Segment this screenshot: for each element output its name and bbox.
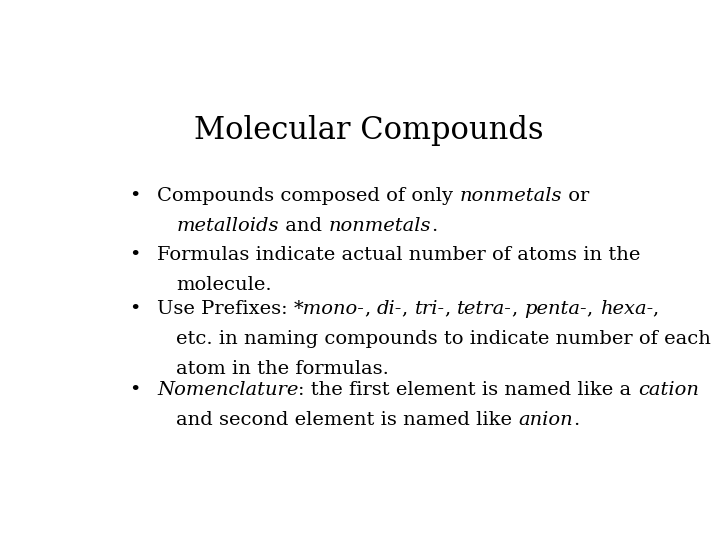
Text: tetra-: tetra- (457, 300, 512, 318)
Text: nonmetals: nonmetals (459, 187, 562, 205)
Text: Use Prefixes:: Use Prefixes: (157, 300, 294, 318)
Text: cation: cation (638, 381, 698, 399)
Text: ,: , (402, 300, 415, 318)
Text: atom in the formulas.: atom in the formulas. (176, 360, 390, 377)
Text: ,: , (653, 300, 659, 318)
Text: Formulas indicate actual number of atoms in the: Formulas indicate actual number of atoms… (157, 246, 640, 264)
Text: .: . (573, 411, 580, 429)
Text: •: • (129, 187, 140, 205)
Text: Nomenclature: Nomenclature (157, 381, 298, 399)
Text: •: • (129, 246, 140, 264)
Text: Compounds composed of only: Compounds composed of only (157, 187, 459, 205)
Text: ,: , (445, 300, 457, 318)
Text: nonmetals: nonmetals (328, 218, 431, 235)
Text: Molecular Compounds: Molecular Compounds (194, 114, 544, 146)
Text: *mono-: *mono- (294, 300, 365, 318)
Text: ,: , (365, 300, 377, 318)
Text: tri-: tri- (415, 300, 445, 318)
Text: •: • (129, 300, 140, 318)
Text: ,: , (512, 300, 525, 318)
Text: anion: anion (518, 411, 573, 429)
Text: hexa-: hexa- (600, 300, 653, 318)
Text: metalloids: metalloids (176, 218, 279, 235)
Text: : the first element is named like a: : the first element is named like a (298, 381, 638, 399)
Text: penta-: penta- (525, 300, 588, 318)
Text: or: or (562, 187, 589, 205)
Text: di-: di- (377, 300, 402, 318)
Text: •: • (129, 381, 140, 399)
Text: and: and (279, 218, 328, 235)
Text: etc. in naming compounds to indicate number of each: etc. in naming compounds to indicate num… (176, 329, 711, 348)
Text: molecule.: molecule. (176, 275, 272, 294)
Text: and second element is named like: and second element is named like (176, 411, 518, 429)
Text: .: . (431, 218, 437, 235)
Text: ,: , (588, 300, 600, 318)
